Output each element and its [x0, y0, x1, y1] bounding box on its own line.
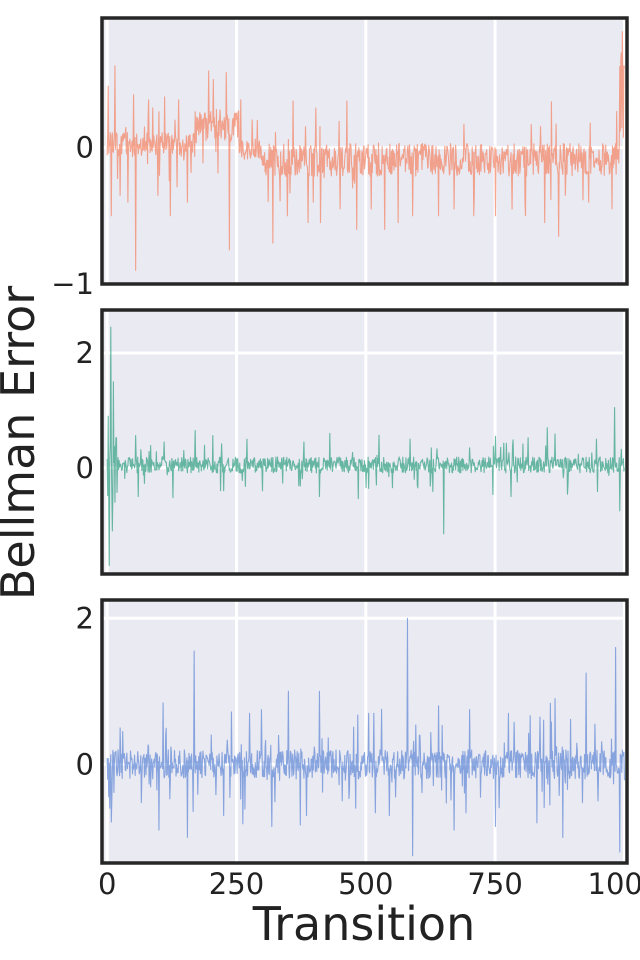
- panels: 0−1202002505007501000: [51, 16, 640, 901]
- y-tick-label: −1: [51, 267, 94, 301]
- x-axis-title: Transition: [252, 897, 475, 951]
- subplot-1: 0 −1: [51, 16, 629, 301]
- x-tick-label: 500: [338, 867, 393, 901]
- y-tick-label: 0: [76, 451, 94, 485]
- y-tick-label: 0: [76, 747, 94, 781]
- x-tick-label: 750: [467, 867, 522, 901]
- plot-frame: [100, 598, 629, 865]
- series-line: [106, 326, 625, 566]
- x-tick-label: 1000: [588, 867, 640, 901]
- y-axis-title: Bellman Error: [0, 286, 45, 600]
- plot-frame: [100, 16, 629, 286]
- series-line: [106, 617, 625, 857]
- x-tick-label: 250: [209, 867, 264, 901]
- subplot-3: 2 0 0 250 500 750 1000: [76, 598, 640, 901]
- plot-frame: [100, 308, 629, 576]
- y-tick-label: 2: [76, 601, 94, 635]
- y-tick-label: 2: [76, 336, 94, 370]
- subplot-2: 20: [76, 308, 629, 576]
- y-tick-label: 0: [76, 131, 94, 165]
- x-tick-label: 0: [98, 867, 116, 901]
- series-line: [106, 31, 625, 271]
